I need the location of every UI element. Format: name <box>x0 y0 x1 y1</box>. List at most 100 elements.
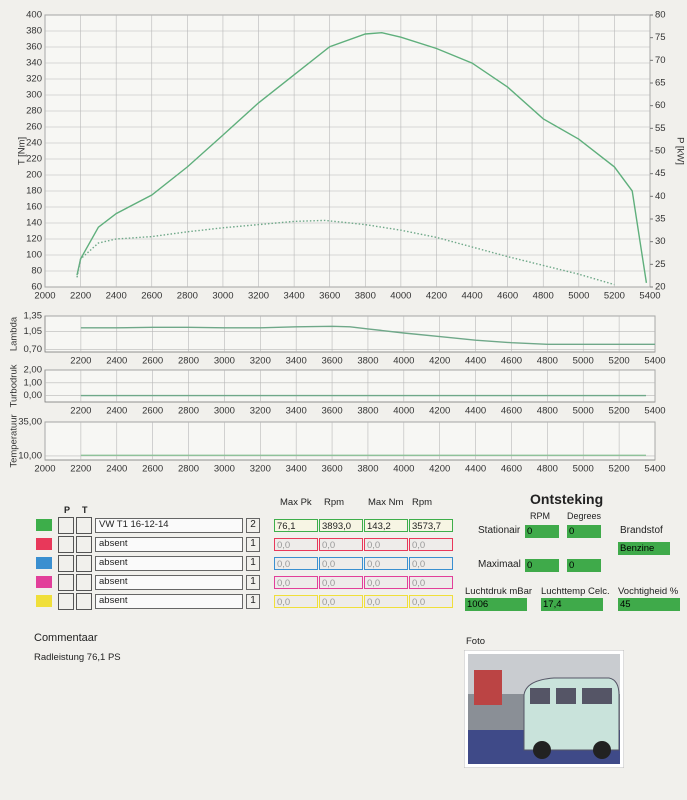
x-tick-label: 4000 <box>393 406 414 417</box>
x-tick-label: 2200 <box>70 406 91 417</box>
x-tick-label: 5200 <box>609 406 630 417</box>
x-tick-label: 4800 <box>537 356 558 367</box>
y2-tick-label: 75 <box>655 32 666 43</box>
ignition-title: Ontsteking <box>530 491 604 507</box>
result-value: 0,0 <box>274 538 318 551</box>
x-tick-label: 4600 <box>501 406 522 417</box>
y-tick-label: 0,70 <box>24 344 43 355</box>
photo-title: Foto <box>466 636 486 647</box>
y2-tick-label: 45 <box>655 168 666 179</box>
plot-frame <box>44 315 656 353</box>
x-tick-label: 3600 <box>321 356 342 367</box>
run-name: absent <box>95 556 243 571</box>
x-tick-label: 3200 <box>250 406 271 417</box>
y-tick-label: 0,00 <box>24 390 43 401</box>
run-count: 1 <box>246 537 260 552</box>
x-tick-label: 4800 <box>533 291 554 302</box>
x-tick-label: 4400 <box>461 291 482 302</box>
y-tick-label: 10,00 <box>18 450 42 461</box>
result-value: 0,0 <box>409 557 453 570</box>
x-tick-label: 3800 <box>357 406 378 417</box>
result-value: 0,0 <box>274 595 318 608</box>
result-value: 76,1 <box>274 519 318 532</box>
y-tick-label: 2,00 <box>24 365 43 376</box>
y2-tick-label: 35 <box>655 214 666 225</box>
x-tick-label: 4200 <box>429 464 450 475</box>
condition-label: Luchttemp Celc. <box>541 586 610 597</box>
y2-tick-label: 25 <box>655 259 666 270</box>
x-tick-label: 5200 <box>609 464 630 475</box>
p-checkbox <box>58 517 74 534</box>
t-checkbox <box>76 574 92 591</box>
x-tick-label: 4800 <box>537 464 558 475</box>
x-tick-label: 3600 <box>319 291 340 302</box>
run-color <box>36 595 52 607</box>
x-tick-label: 2400 <box>106 406 127 417</box>
x-tick-label: 5000 <box>573 356 594 367</box>
result-value: 0,0 <box>409 595 453 608</box>
x-tick-label: 2000 <box>34 464 55 475</box>
run-color <box>36 557 52 569</box>
y-axis-label: Temperatuur <box>9 414 20 467</box>
x-tick-label: 3400 <box>284 291 305 302</box>
y-tick-label: 380 <box>26 26 42 37</box>
y-axis-label: Lambda <box>9 316 20 351</box>
p-checkbox <box>58 574 74 591</box>
x-tick-label: 2200 <box>70 291 91 302</box>
column-header: Rpm <box>412 497 433 508</box>
wheel <box>593 741 611 759</box>
x-tick-label: 3400 <box>286 356 307 367</box>
column-header: Max Pk <box>280 497 312 508</box>
comment-title: Commentaar <box>34 632 98 644</box>
t-checkbox <box>76 593 92 610</box>
y2-tick-label: 40 <box>655 191 666 202</box>
y-tick-label: 200 <box>26 170 42 181</box>
y-tick-label: 120 <box>26 234 42 245</box>
x-tick-label: 5000 <box>568 291 589 302</box>
van-window <box>530 688 550 704</box>
y2-axis-label: P [kW] <box>674 137 685 165</box>
result-value: 0,0 <box>319 557 363 570</box>
rpm-value: 0 <box>525 559 559 572</box>
comment-text: Radleistung 76,1 PS <box>34 652 121 663</box>
x-tick-label: 2600 <box>142 356 163 367</box>
x-tick-label: 3800 <box>355 291 376 302</box>
x-tick-label: 2400 <box>106 291 127 302</box>
column-header: RPM <box>530 511 550 521</box>
p-checkbox <box>58 593 74 610</box>
column-header: Rpm <box>324 497 345 508</box>
x-tick-label: 3000 <box>212 291 233 302</box>
y-tick-label: 400 <box>26 10 42 21</box>
x-tick-label: 3800 <box>357 464 378 475</box>
x-tick-label: 4200 <box>426 291 447 302</box>
x-tick-label: 5400 <box>644 356 665 367</box>
column-header: Degrees <box>567 511 602 521</box>
x-tick-label: 2600 <box>141 291 162 302</box>
x-tick-label: 4200 <box>429 406 450 417</box>
x-tick-label: 2200 <box>70 356 91 367</box>
condition-label: Vochtigheid % <box>618 586 679 597</box>
x-tick-label: 5400 <box>644 406 665 417</box>
y-tick-label: 280 <box>26 106 42 117</box>
x-tick-label: 3200 <box>250 464 271 475</box>
t-checkbox <box>76 517 92 534</box>
result-value: 0,0 <box>319 595 363 608</box>
series-line <box>76 31 648 284</box>
y-tick-label: 100 <box>26 250 42 261</box>
fuel-label: Brandstof <box>620 525 663 536</box>
series-line <box>76 219 615 286</box>
y-axis-label: T [Nm] <box>17 137 28 165</box>
x-tick-label: 5000 <box>573 464 594 475</box>
x-tick-label: 2800 <box>178 356 199 367</box>
p-checkbox <box>58 555 74 572</box>
x-tick-label: 2800 <box>178 464 199 475</box>
y-tick-label: 80 <box>31 266 42 277</box>
run-count: 1 <box>246 556 260 571</box>
degrees-value: 0 <box>567 525 601 538</box>
x-tick-label: 3400 <box>286 464 307 475</box>
x-tick-label: 3400 <box>286 406 307 417</box>
x-tick-label: 2600 <box>142 406 163 417</box>
y2-tick-label: 70 <box>655 55 666 66</box>
plot-frame <box>44 421 656 461</box>
x-tick-label: 3200 <box>248 291 269 302</box>
